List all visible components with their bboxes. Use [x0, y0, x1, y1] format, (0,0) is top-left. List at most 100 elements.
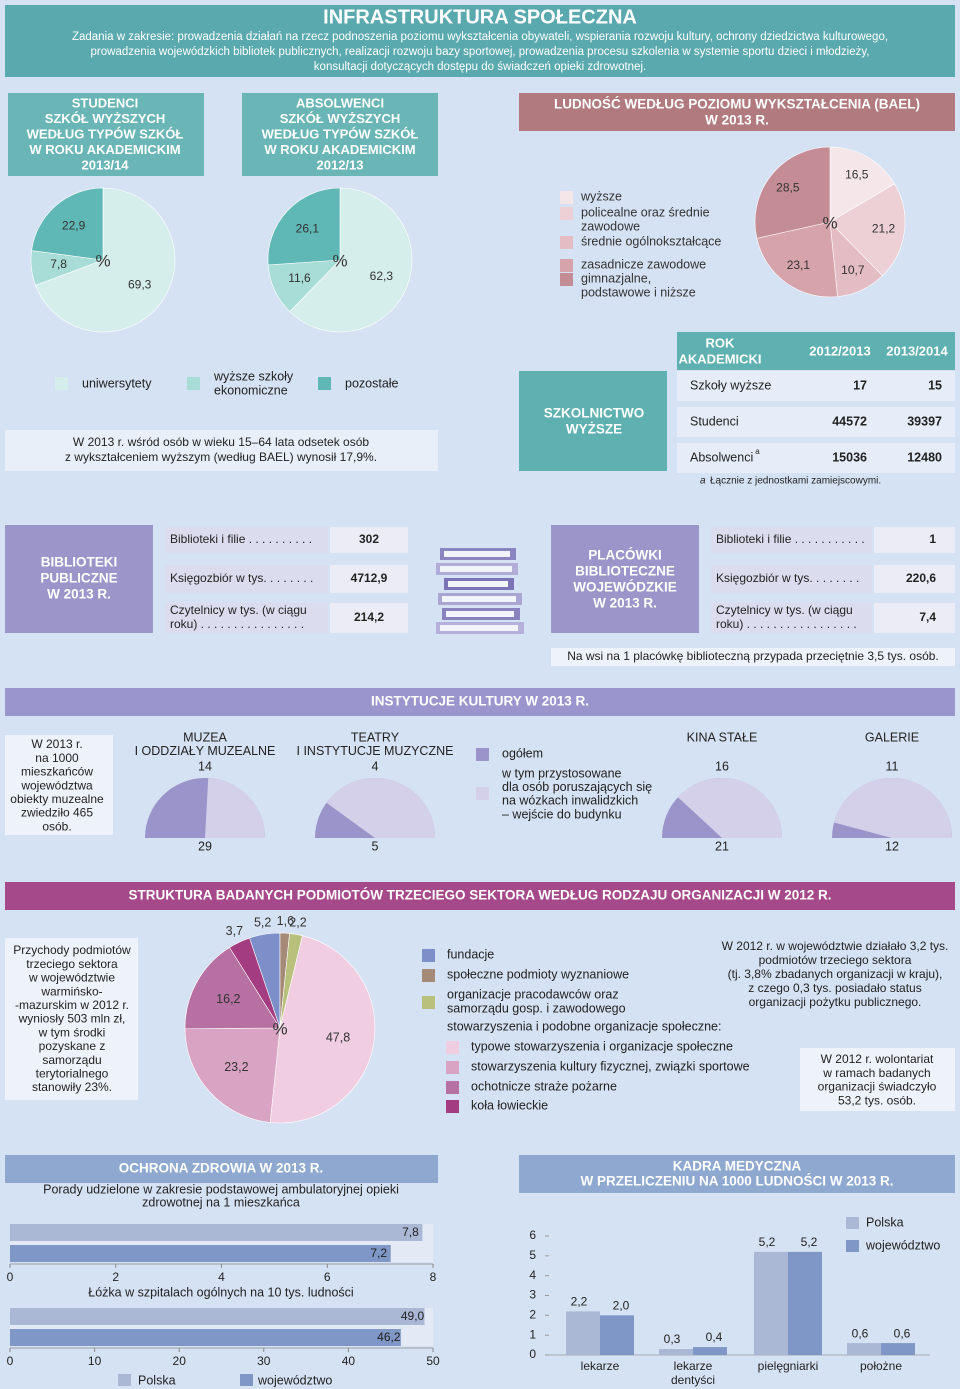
slice-label: 23,2	[224, 1060, 248, 1074]
slice-label: 23,1	[787, 258, 811, 272]
header-text: Zadania w zakresie: prowadzenia działań …	[72, 31, 888, 43]
box-title: BIBLIOTECZNE	[575, 564, 675, 579]
legend-label: wyższe	[580, 189, 622, 203]
bar	[10, 1329, 401, 1346]
pie-slice	[229, 937, 281, 1029]
x-tick-label: 0	[7, 1270, 14, 1284]
legend-label: ekonomiczne	[214, 383, 288, 397]
note-text: pozyskane z	[39, 1039, 106, 1053]
legend-label: województwo	[257, 1373, 332, 1387]
slice-label: 10,7	[841, 263, 865, 277]
pie-slice	[31, 187, 104, 261]
x-tick-label: 30	[257, 1354, 271, 1368]
note-text: W 2013 r.	[31, 737, 82, 751]
table-row	[711, 565, 872, 593]
note-text: warmińsko-	[40, 984, 102, 998]
note-box	[715, 938, 955, 1012]
legend-swatch	[422, 969, 435, 982]
legend-label: fundacje	[447, 947, 494, 961]
bar	[881, 1343, 915, 1355]
value-label: 16	[715, 759, 729, 773]
value-label: 5,2	[759, 1235, 776, 1249]
title-box	[5, 525, 153, 633]
box-title: WEDŁUG TYPÓW SZKÓŁ	[27, 126, 184, 141]
bar	[788, 1251, 822, 1355]
note-text: wyniosły 503 mln zł,	[18, 1012, 126, 1026]
note-text: mieszkańców	[21, 765, 93, 779]
value-label: 0,3	[664, 1332, 681, 1346]
title-box	[519, 371, 667, 471]
pie-slice	[756, 221, 838, 298]
box-title: OCHRONA ZDROWIA W 2013 R.	[119, 1161, 324, 1176]
note-text: organizacji pożytku publicznego.	[749, 995, 922, 1009]
slice-label: 16,5	[845, 167, 869, 181]
box-title: W 2013 R.	[593, 596, 657, 611]
legend-label: dla osób poruszających się	[502, 780, 652, 794]
slice-label: 7,8	[50, 257, 67, 271]
half-pie-accessible	[834, 778, 952, 838]
box-title: 2012/13	[317, 157, 364, 172]
value-label: 2,2	[571, 1295, 588, 1309]
value-label: 11	[886, 759, 899, 773]
x-tick-label: dentyści	[671, 1373, 715, 1387]
x-tick-label: 40	[342, 1354, 356, 1368]
legend-label: samorządu gosp. i zawodowego	[447, 1001, 626, 1015]
value-label: 7,2	[370, 1246, 387, 1260]
x-tick-label: 4	[218, 1270, 225, 1284]
table-row	[165, 565, 328, 593]
pie-slice	[289, 187, 413, 333]
pie-unit: %	[822, 213, 837, 232]
legend-swatch	[446, 1041, 459, 1054]
table-row	[677, 407, 955, 437]
box-title: BIBLIOTEKI	[41, 555, 118, 570]
box-title: W ROKU AKADEMICKIM	[29, 142, 180, 157]
legend-label: wyższe szkoły	[213, 369, 294, 383]
value-label: 29	[198, 839, 212, 853]
x-tick-label: 2	[112, 1270, 119, 1284]
title-box	[8, 93, 204, 176]
table-cell: 214,2	[354, 610, 384, 624]
box-title: WEDŁUG TYPÓW SZKÓŁ	[262, 126, 419, 141]
note-text: województwa	[20, 778, 93, 792]
chart-title: Łóżka w szpitalach ogólnych na 10 tys. l…	[88, 1285, 353, 1299]
box-title: W PRZELICZENIU NA 1000 LUDNOŚCI W 2013 R…	[580, 1174, 893, 1189]
x-tick-label: 0	[7, 1354, 14, 1368]
note-text: z czego 0,3 tys. posiadało status	[748, 981, 921, 995]
value-label: 0,4	[706, 1330, 723, 1344]
title-box	[5, 1155, 438, 1183]
box-title: 2013/14	[82, 157, 130, 172]
table-cell: 12480	[907, 450, 942, 464]
box-title: LUDNOŚĆ WEDŁUG POZIOMU WYKSZTAŁCENIA (BA…	[554, 97, 920, 112]
note-text: (tj. 3,8% zbadanych organizacji w kraju)…	[728, 967, 943, 981]
legend-swatch	[240, 1374, 253, 1386]
chart-title: I ODDZIAŁY MUZEALNE	[135, 744, 276, 758]
legend-label: typowe stowarzyszenia i organizacje społ…	[471, 1039, 733, 1053]
value-label: 2,0	[613, 1299, 630, 1313]
x-tick-label: 6	[324, 1270, 331, 1284]
y-tick-label: 0	[529, 1347, 536, 1361]
x-tick-label: lekarze	[674, 1359, 713, 1373]
legend-swatch	[446, 1061, 459, 1074]
note-text: W 2013 r. wśród osób w wieku 15–64 lata …	[73, 435, 370, 449]
header-band	[5, 5, 955, 77]
table-row	[874, 527, 955, 553]
table-cell: Studenci	[690, 414, 739, 428]
table-header-text: 2012/2013	[809, 343, 870, 358]
pie-slice	[184, 947, 281, 1030]
value-label: 49,0	[401, 1309, 425, 1323]
y-tick-label: 5	[529, 1248, 536, 1262]
footnote-mark: a	[700, 476, 706, 487]
note-text: -mazurskim w 2012 r.	[15, 998, 129, 1012]
table-cell: 220,6	[906, 571, 936, 585]
bar	[754, 1251, 788, 1355]
table-cell: roku) . . . . . . . . . . . . . . . . .	[716, 617, 857, 631]
table-row	[711, 603, 872, 633]
footnote: Łącznie z jednostkami zamiejscowymi.	[710, 476, 881, 487]
legend-swatch	[846, 1240, 859, 1252]
pie-unit: %	[332, 251, 347, 270]
book-pages	[444, 551, 510, 557]
value-label: 0,6	[894, 1326, 911, 1340]
y-tick-label: 1	[529, 1327, 536, 1341]
value-label: 14	[198, 759, 212, 773]
note-text: zwiedziło 465	[21, 806, 93, 820]
